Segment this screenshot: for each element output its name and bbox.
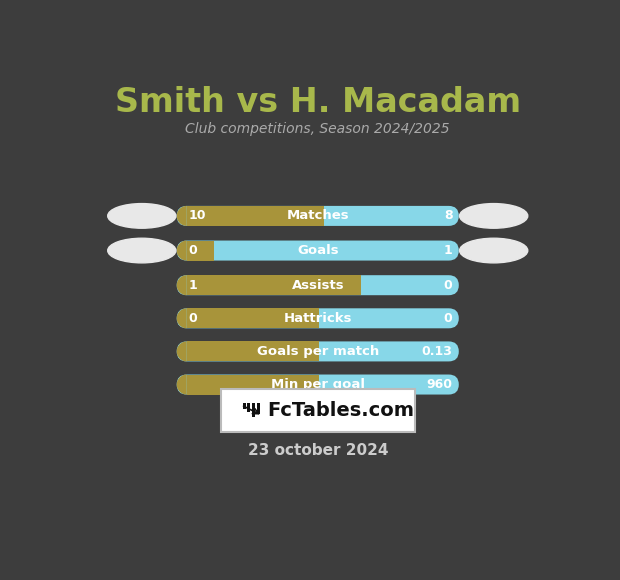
Text: 0: 0 <box>444 312 453 325</box>
FancyBboxPatch shape <box>177 206 459 226</box>
Text: Club competitions, Season 2024/2025: Club competitions, Season 2024/2025 <box>185 122 450 136</box>
FancyBboxPatch shape <box>177 275 459 295</box>
Ellipse shape <box>108 204 176 228</box>
Bar <box>257 404 260 414</box>
Text: Hattricks: Hattricks <box>283 312 352 325</box>
Bar <box>187 241 213 260</box>
Text: Goals: Goals <box>297 244 339 257</box>
FancyBboxPatch shape <box>177 375 459 394</box>
Text: Assists: Assists <box>291 279 344 292</box>
Text: 0: 0 <box>188 312 197 325</box>
Text: Min per goal: Min per goal <box>271 378 365 391</box>
Text: 8: 8 <box>444 209 453 222</box>
Bar <box>252 404 255 417</box>
Text: FcTables.com: FcTables.com <box>267 401 414 420</box>
Bar <box>317 375 319 394</box>
Ellipse shape <box>108 238 176 263</box>
Wedge shape <box>177 275 187 295</box>
FancyBboxPatch shape <box>177 309 459 328</box>
Bar <box>213 241 214 260</box>
Wedge shape <box>177 309 187 328</box>
Bar <box>187 342 317 361</box>
Text: Smith vs H. Macadam: Smith vs H. Macadam <box>115 86 521 119</box>
Wedge shape <box>177 206 187 226</box>
Text: 1: 1 <box>444 244 453 257</box>
Wedge shape <box>177 375 187 394</box>
Bar <box>187 375 317 394</box>
Text: 10: 10 <box>188 209 206 222</box>
Text: Matches: Matches <box>286 209 349 222</box>
Text: 0: 0 <box>444 279 453 292</box>
Wedge shape <box>177 241 187 260</box>
Wedge shape <box>177 342 187 361</box>
FancyBboxPatch shape <box>177 241 459 260</box>
Bar <box>221 389 415 432</box>
Bar <box>247 404 250 412</box>
Text: 1: 1 <box>188 279 197 292</box>
Bar <box>317 309 319 328</box>
Text: 960: 960 <box>427 378 453 391</box>
Bar <box>187 309 317 328</box>
Bar <box>242 404 246 409</box>
Text: 23 october 2024: 23 october 2024 <box>247 443 388 458</box>
Bar <box>322 206 324 226</box>
FancyBboxPatch shape <box>177 342 459 361</box>
Ellipse shape <box>459 238 528 263</box>
Text: Goals per match: Goals per match <box>257 345 379 358</box>
Bar <box>360 275 361 295</box>
Text: 0: 0 <box>188 244 197 257</box>
Bar <box>187 206 324 226</box>
Bar <box>187 275 360 295</box>
Bar <box>317 342 319 361</box>
Text: 0.13: 0.13 <box>422 345 453 358</box>
Ellipse shape <box>459 204 528 228</box>
